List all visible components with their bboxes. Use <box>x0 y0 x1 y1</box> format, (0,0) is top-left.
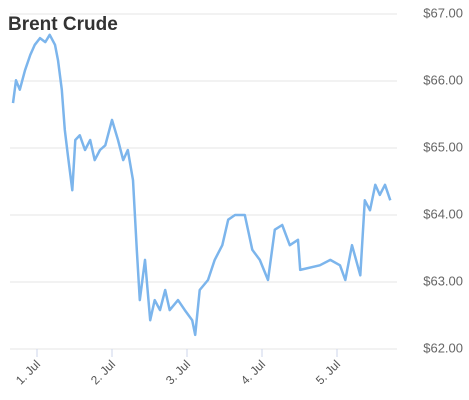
price-line <box>11 33 392 337</box>
x-tick-label: 1. Jul <box>13 357 43 387</box>
y-tick-label: $65.00 <box>423 139 463 154</box>
x-tick-label: 4. Jul <box>238 357 268 387</box>
y-tick-label: $67.00 <box>423 5 463 20</box>
grid <box>10 13 397 357</box>
x-tick-label: 3. Jul <box>163 357 193 387</box>
plot <box>11 33 392 337</box>
y-tick-label: $64.00 <box>423 206 463 221</box>
x-tick-label: 2. Jul <box>88 357 118 387</box>
y-tick-label: $63.00 <box>423 273 463 288</box>
y-tick-label: $62.00 <box>423 340 463 355</box>
chart-title: Brent Crude <box>8 14 118 35</box>
x-tick-label: 5. Jul <box>313 357 343 387</box>
y-tick-label: $66.00 <box>423 72 463 87</box>
